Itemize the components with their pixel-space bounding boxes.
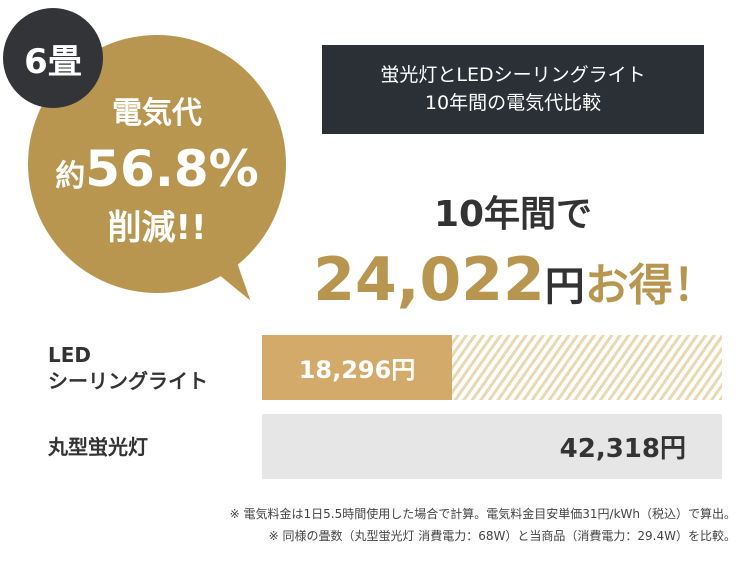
bubble-line1: 電気代 — [112, 96, 202, 131]
bubble-percent: 約56.8% — [28, 140, 286, 198]
led-label-line2: シーリングライト — [48, 369, 208, 393]
fluorescent-label: 丸型蛍光灯 — [48, 435, 148, 459]
title-box: 蛍光灯とLEDシーリングライト 10年間の電気代比較 — [322, 45, 704, 134]
led-bar-track: 18,296円 — [262, 335, 722, 400]
note-1: ※ 電気料金は1日5.5時間使用した場合で計算。電気料金目安単価31円/kWh（… — [229, 507, 736, 521]
headline-period: 10年間で — [433, 194, 593, 235]
led-bar: 18,296円 — [262, 335, 452, 400]
room-size-badge: 6畳 — [3, 8, 103, 108]
title-line2: 10年間の電気代比較 — [424, 92, 602, 114]
yen-unit: 円 — [544, 264, 585, 310]
bubble-prefix: 約 — [55, 159, 86, 194]
percent-value: 56.8% — [85, 140, 259, 198]
led-label: LED シーリングライト — [48, 342, 208, 394]
note-2: ※ 同様の畳数（丸型蛍光灯 消費電力：68W）と当商品（消費電力：29.4W）を… — [268, 529, 736, 543]
savings-suffix: お得！ — [584, 260, 717, 311]
led-label-line1: LED — [48, 343, 92, 367]
title-line1: 蛍光灯とLEDシーリングライト — [380, 64, 646, 86]
headline-amount: 24,022円お得！ — [300, 245, 730, 315]
fluorescent-bar: 42,318円 — [262, 414, 722, 479]
savings-amount: 24,022 — [313, 245, 545, 315]
bubble-line3: 削減!! — [107, 208, 207, 248]
